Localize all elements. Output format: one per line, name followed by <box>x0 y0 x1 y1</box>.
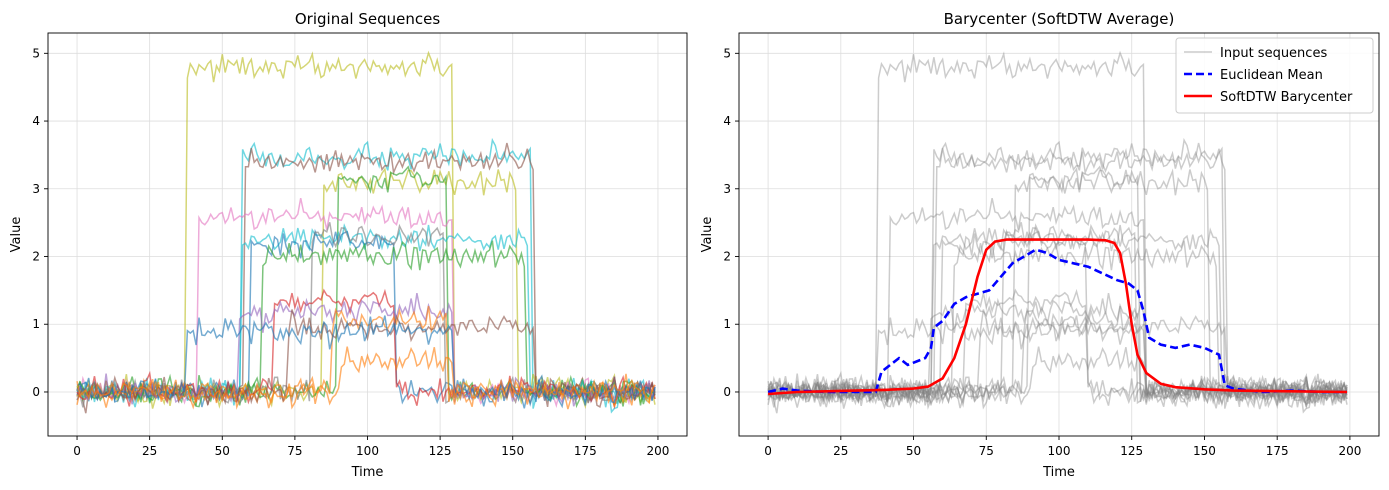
y-tick-label: 4 <box>32 114 40 128</box>
y-tick-label: 2 <box>723 250 731 264</box>
input-sequence-line <box>767 167 1348 410</box>
y-tick-label: 3 <box>32 182 40 196</box>
input-sequence-line <box>767 137 1348 414</box>
x-tick-label: 25 <box>142 444 157 458</box>
euclidean-mean-line <box>767 248 1347 394</box>
x-tick-label: 75 <box>287 444 302 458</box>
x-axis-label: Time <box>351 465 384 480</box>
x-axis-label: Time <box>1042 465 1075 480</box>
chart-title: Barycenter (SoftDTW Average) <box>944 10 1175 28</box>
legend-label: Euclidean Mean <box>1220 68 1323 83</box>
legend-box <box>1175 37 1374 114</box>
panel-2: 0 25 50 75 100 125 150 175 200 0 1 2 3 4 5 Barycenter (… <box>700 10 1380 480</box>
y-tick-label: 1 <box>723 317 731 331</box>
softdtw-barycenter-line <box>768 238 1348 396</box>
input-sequence-line <box>767 240 1348 408</box>
y-axis-label: Value <box>9 217 24 253</box>
y-tick-label: 2 <box>32 250 40 264</box>
x-tick-label: 150 <box>1193 444 1216 458</box>
x-tick-label: 50 <box>906 444 921 458</box>
x-tick-label: 150 <box>501 444 524 458</box>
legend-label: Input sequences <box>1220 46 1327 61</box>
sequence-line <box>76 346 656 410</box>
x-tick-label: 25 <box>833 444 848 458</box>
input-sequence-line <box>767 197 1348 409</box>
x-tick-label: 100 <box>1048 444 1071 458</box>
sequence-line <box>76 142 656 414</box>
x-tick-label: 175 <box>1266 444 1289 458</box>
x-tick-label: 200 <box>1338 444 1361 458</box>
sequence-line <box>76 167 656 410</box>
grid <box>48 33 687 436</box>
input-sequence-line <box>767 228 1348 409</box>
x-tick-label: 175 <box>574 444 597 458</box>
x-tick-label: 50 <box>215 444 230 458</box>
x-tick-label: 200 <box>647 444 670 458</box>
sequence-line <box>76 50 656 406</box>
y-tick-label: 5 <box>32 46 40 60</box>
input-sequence-line <box>767 346 1348 410</box>
x-tick-label: 0 <box>73 444 81 458</box>
y-tick-label: 5 <box>723 46 731 60</box>
y-tick-label: 0 <box>32 385 40 399</box>
y-tick-label: 4 <box>723 114 731 128</box>
panel-1: 0 25 50 75 100 125 150 175 200 0 1 2 3 4 5 Original Seq… <box>9 10 688 480</box>
sequence-line <box>76 197 656 409</box>
plot-area <box>76 50 656 414</box>
x-tick-label: 75 <box>979 444 994 458</box>
chart-title: Original Sequences <box>295 10 440 28</box>
x-tick-label: 125 <box>1120 444 1143 458</box>
y-tick-label: 1 <box>32 317 40 331</box>
legend: Input sequences Euclidean Mean SoftDTW Bar… <box>1175 37 1374 114</box>
input-sequence-line <box>767 223 1348 408</box>
plot-area <box>767 50 1348 414</box>
y-axis-label: Value <box>700 217 715 253</box>
sequence-line <box>76 165 656 409</box>
y-tick-label: 3 <box>723 182 731 196</box>
x-tick-label: 125 <box>429 444 452 458</box>
sequence-line <box>76 315 656 407</box>
input-sequence-line <box>767 142 1348 414</box>
legend-label: SoftDTW Barycenter <box>1220 90 1353 105</box>
y-tick-label: 0 <box>723 385 731 399</box>
input-sequence-line <box>767 288 1348 410</box>
x-tick-label: 0 <box>764 444 772 458</box>
x-tick-label: 100 <box>356 444 379 458</box>
input-sequence-line <box>767 165 1348 409</box>
